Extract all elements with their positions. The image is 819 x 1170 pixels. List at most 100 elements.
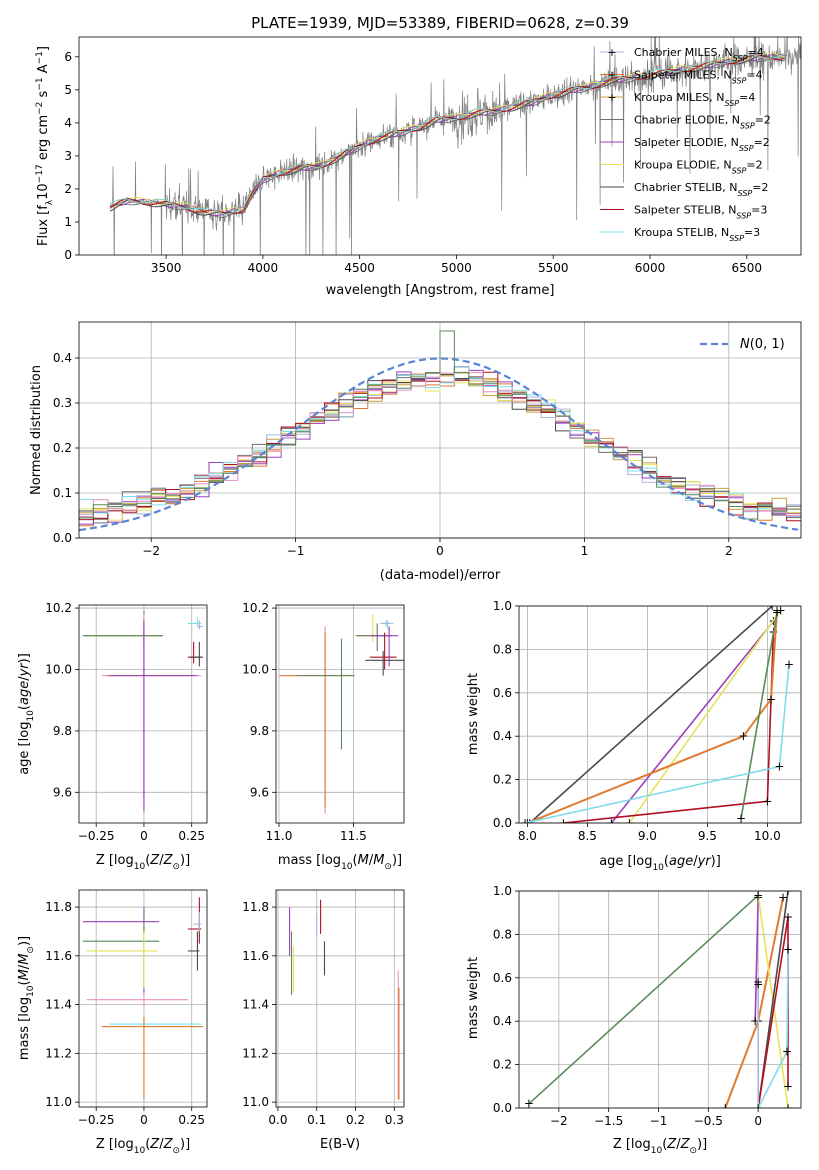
legend-marker: + xyxy=(607,69,616,82)
x-tick-label: −0.5 xyxy=(694,1114,723,1128)
weight-marker: + xyxy=(750,1014,760,1028)
errorbar-point xyxy=(381,620,391,627)
legend-entry: Chabrier MILES, NSSP=4 xyxy=(634,46,764,63)
x-tick-label: −1 xyxy=(287,544,305,558)
subplots: 3500 4000 4500 5000 5500 6000 6500 0 1 2 3 4 5 6 wavel… xyxy=(17,36,802,1156)
x-axis-label: wavelength [Angstrom, rest frame] xyxy=(326,283,555,298)
weight-marker: + xyxy=(753,975,763,989)
x-tick-label: 11.5 xyxy=(340,829,367,843)
legend-marker: + xyxy=(607,46,616,59)
x-tick-label: −2 xyxy=(142,544,160,558)
x-tick-label: 5000 xyxy=(441,261,472,275)
weight-marker: + xyxy=(767,599,777,613)
x-tick-label: 0 xyxy=(436,544,444,558)
subplot-spectrum: 3500 4000 4500 5000 5500 6000 6500 0 1 2 3 4 5 6 wavel… xyxy=(35,36,802,298)
histogram-11 xyxy=(79,330,801,520)
x-tick-label: 11.0 xyxy=(266,829,293,843)
x-axis-label: (data-model)/error xyxy=(380,568,501,583)
legend-entry: Chabrier STELIB, NSSP=2 xyxy=(634,181,768,198)
errorbar-point xyxy=(82,611,164,642)
y-tick-label: 9.6 xyxy=(250,785,269,799)
y-tick-label: 0.4 xyxy=(53,351,72,365)
weight-line-7 xyxy=(757,949,789,1108)
errorbar-point xyxy=(193,911,202,932)
errorbar-point xyxy=(86,931,158,988)
weight-marker: + xyxy=(720,1101,730,1115)
y-tick-label: 1.0 xyxy=(493,599,512,613)
x-tick-label: −0.25 xyxy=(78,829,115,843)
plot-area: ++++++++++++++++++++ xyxy=(524,891,793,1115)
plot-area xyxy=(289,899,400,1100)
y-tick-label: 0.0 xyxy=(493,816,512,830)
weight-marker: + xyxy=(772,606,782,620)
weight-line-2 xyxy=(610,620,775,823)
axes-frame xyxy=(78,36,802,256)
plot-area xyxy=(109,37,801,255)
figure-title: PLATE=1939, MJD=53389, FIBERID=0628, z=0… xyxy=(251,14,629,32)
x-tick-label: 0 xyxy=(754,1114,762,1128)
y-axis-label: Flux [fλ10−17 erg cm−2 s−1 A−1] xyxy=(35,46,55,246)
x-tick-label: 0.25 xyxy=(178,1113,205,1127)
y-tick-label: 0.4 xyxy=(493,729,512,743)
x-axis-label: Z [log10(Z/Z⊙)] xyxy=(96,1137,190,1156)
y-tick-label: 11.4 xyxy=(45,998,72,1012)
errorbar-point xyxy=(86,992,188,1008)
histogram-10 xyxy=(79,371,801,517)
errorbar-point xyxy=(101,614,202,814)
x-axis-label: Z [log10(Z/Z⊙)] xyxy=(96,853,190,872)
weight-line-3 xyxy=(754,897,759,1022)
x-tick-label: 9.0 xyxy=(638,829,657,843)
weight-marker: + xyxy=(606,816,616,830)
weight-marker: + xyxy=(753,1101,763,1115)
weight-line-7 xyxy=(524,664,790,823)
x-tick-label: −1.5 xyxy=(594,1114,623,1128)
x-tick-label: 6000 xyxy=(635,261,666,275)
y-tick-label: 11.6 xyxy=(45,949,72,963)
y-tick-label: 0.2 xyxy=(493,1058,512,1072)
model-spectrum-5 xyxy=(110,53,785,216)
errorbar-point xyxy=(86,614,160,642)
normal-curve xyxy=(79,357,799,532)
x-axis-label: E(B-V) xyxy=(320,1137,360,1152)
x-tick-label: −0.25 xyxy=(78,1113,115,1127)
weight-marker: + xyxy=(524,1097,534,1111)
weight-marker: + xyxy=(520,816,530,830)
y-tick-label: 0.6 xyxy=(493,686,512,700)
errorbar-point xyxy=(197,620,204,630)
y-tick-label: 1.0 xyxy=(493,884,512,898)
errorbar-point xyxy=(356,623,393,652)
weight-marker: + xyxy=(762,794,772,808)
weight-marker: + xyxy=(778,891,788,905)
axes-frame xyxy=(78,604,208,824)
y-tick-label: 10.0 xyxy=(45,662,72,676)
y-tick-label: 3 xyxy=(64,149,72,163)
weight-marker: + xyxy=(738,729,748,743)
y-tick-label: 0.3 xyxy=(53,396,72,410)
x-tick-label: 0.0 xyxy=(268,1113,287,1127)
plot-area xyxy=(79,330,801,532)
weight-marker: + xyxy=(783,1079,793,1093)
weight-line-5 xyxy=(527,610,778,823)
model-spectrum-2 xyxy=(109,54,785,215)
errorbar-point xyxy=(109,1011,202,1098)
plot-area xyxy=(278,614,404,814)
y-tick-label: 10.2 xyxy=(242,601,269,615)
errorbar-point xyxy=(280,632,355,808)
x-tick-label: 0.3 xyxy=(385,1113,404,1127)
model-spectrum-6 xyxy=(109,52,785,215)
weight-marker: + xyxy=(736,812,746,826)
y-tick-label: 5 xyxy=(64,83,72,97)
y-tick-label: 0.2 xyxy=(53,441,72,455)
errorbar-point xyxy=(101,1016,204,1100)
y-tick-label: 4 xyxy=(64,116,72,130)
y-tick-label: 11.2 xyxy=(242,1046,269,1060)
weight-marker: + xyxy=(782,1045,792,1059)
model-spectrum-8 xyxy=(109,54,785,215)
legend-entry: Kroupa ELODIE, NSSP=2 xyxy=(634,159,763,176)
plot-area xyxy=(82,897,204,1100)
subplot-age_vs_mass: 11.0 11.5 9.6 9.8 10.0 10.2 mass [log10(M/M⊙)] xyxy=(242,601,405,872)
y-axis-label: mass weight xyxy=(466,673,481,755)
subplot-age_vs_Z: −0.25 0 0.25 9.6 9.8 10.0 10.2 Z [log10(Z/Z⊙)] a… xyxy=(17,601,208,872)
histogram-9 xyxy=(79,366,801,517)
